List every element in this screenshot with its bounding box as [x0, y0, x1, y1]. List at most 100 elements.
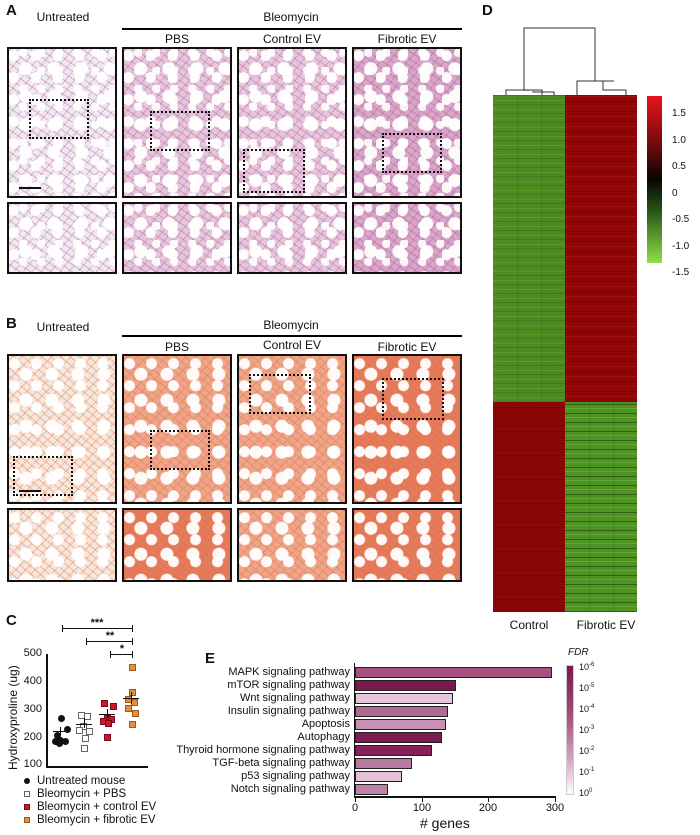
- legend-label: Bleomycin + control EV: [37, 801, 157, 813]
- data-point-untreated: [56, 740, 63, 747]
- panel-letter-e: E: [205, 650, 216, 667]
- x-axis: [46, 766, 148, 768]
- bar-label-thyroid: Thyroid hormone signaling pathway: [176, 744, 350, 756]
- heatmap-column-divider: [517, 95, 518, 612]
- colorbar-tick: 1.0: [672, 135, 686, 146]
- data-point-fibrotic-ev: [129, 721, 136, 728]
- fdr-tick: 10-5: [579, 683, 595, 693]
- he-pbs-image: [122, 47, 232, 198]
- zoom-region-box: [150, 111, 210, 151]
- untreated-label-a: Untreated: [36, 10, 90, 24]
- ps-pbs-image: [122, 354, 232, 504]
- y-tick-label: 100: [23, 758, 42, 770]
- bar-label-mtor: mTOR signaling pathway: [227, 679, 350, 691]
- bar-notch: [355, 784, 388, 795]
- zoom-region-box: [249, 374, 311, 414]
- ps-pbs-zoom-image: [122, 508, 232, 582]
- data-point-control-ev: [105, 720, 112, 727]
- significance-stars: *: [119, 643, 125, 655]
- fdr-tick: 100: [579, 788, 593, 798]
- x-tick-label: 100: [412, 802, 432, 814]
- control-ev-label-b: Control EV: [262, 338, 322, 352]
- x-tick: [555, 797, 556, 802]
- zoom-region-box: [13, 456, 73, 496]
- bleomycin-label-b: Bleomycin: [263, 318, 319, 332]
- ps-fibrotic-ev-image: [352, 354, 462, 504]
- data-point-pbs: [84, 713, 91, 720]
- legend-item-pbs: Bleomycin + PBS: [24, 788, 126, 800]
- bar-label-apoptosis: Apoptosis: [301, 718, 350, 730]
- ps-fibrotic-ev-zoom-image: [352, 508, 462, 582]
- data-point-pbs: [76, 727, 83, 734]
- colorbar-tick: 0: [672, 188, 678, 199]
- data-point-fibrotic-ev: [129, 689, 136, 696]
- data-point-untreated: [62, 738, 69, 745]
- x-tick: [488, 797, 489, 802]
- heatmap-fibrotic-downregulated-cluster: [565, 402, 637, 612]
- zoom-region-box: [382, 133, 442, 173]
- bleomycin-bracket-a: [122, 28, 462, 30]
- panel-letter-d: D: [482, 2, 493, 19]
- data-point-pbs: [86, 728, 93, 735]
- heatmap-column-label-control: Control: [509, 618, 549, 632]
- heatmap-column-divider: [589, 95, 590, 612]
- he-control-ev-image: [237, 47, 347, 198]
- e-x-axis: [354, 796, 556, 798]
- heatmap-column-label-fibrotic-ev: Fibrotic EV: [576, 618, 636, 632]
- colorbar-tick: -1.0: [672, 241, 690, 252]
- y-tick-label: 400: [23, 675, 42, 687]
- heatmap-colorbar: [647, 96, 662, 263]
- pbs-label-b: PBS: [164, 340, 189, 354]
- legend-marker-red-square-icon: [24, 804, 30, 810]
- he-fibrotic-ev-zoom-image: [352, 202, 462, 274]
- data-point-untreated: [64, 726, 71, 733]
- x-tick: [422, 797, 423, 802]
- fdr-tick: 10-2: [579, 746, 595, 756]
- data-point-pbs: [82, 735, 89, 742]
- sem-bar-fibrotic-ev: [131, 692, 132, 704]
- legend-marker-open-square-icon: [24, 791, 30, 797]
- data-point-pbs: [80, 723, 87, 730]
- bar-label-p53: p53 signaling pathway: [241, 770, 350, 782]
- data-point-fibrotic-ev: [125, 705, 132, 712]
- ps-control-ev-zoom-image: [237, 508, 347, 582]
- legend-marker-orange-square-icon: [24, 817, 30, 823]
- heatmap-column-divider: [613, 95, 614, 612]
- bar-mapk: [355, 667, 552, 678]
- data-point-fibrotic-ev: [129, 664, 136, 671]
- pbs-label-a: PBS: [164, 32, 189, 46]
- data-point-untreated: [58, 715, 65, 722]
- panel-letter-b: B: [6, 315, 17, 332]
- sem-bar-control-ev: [107, 709, 108, 718]
- significance-bracket-untreated-vs-fibrotic: [62, 625, 133, 632]
- fdr-tick: 10-3: [579, 725, 595, 735]
- fdr-colorbar: [566, 665, 574, 795]
- he-pbs-zoom-image: [122, 202, 232, 274]
- legend-item-control-ev: Bleomycin + control EV: [24, 801, 156, 813]
- data-point-untreated: [52, 738, 59, 745]
- he-untreated-zoom-image: [7, 202, 117, 274]
- x-axis-title: # genes: [420, 815, 470, 831]
- zoom-region-box: [150, 430, 210, 470]
- zoom-region-box: [243, 149, 305, 193]
- bar-wnt: [355, 693, 453, 704]
- data-point-untreated: [54, 732, 61, 739]
- bar-label-wnt: Wnt signaling pathway: [239, 692, 350, 704]
- data-point-control-ev: [110, 703, 117, 710]
- fdr-tick: 10-6: [579, 662, 595, 672]
- sem-bar-untreated: [60, 727, 61, 735]
- mean-line-untreated: [53, 731, 69, 732]
- e-y-axis: [354, 663, 355, 797]
- panel-letter-a: A: [6, 2, 17, 19]
- scale-bar: [19, 187, 41, 189]
- x-tick-label: 300: [545, 802, 565, 814]
- bar-p53: [355, 771, 402, 782]
- control-ev-label-a: Control EV: [262, 32, 322, 46]
- fibrotic-ev-label-b: Fibrotic EV: [377, 340, 437, 354]
- legend-item-fibrotic-ev: Bleomycin + fibrotic EV: [24, 814, 156, 826]
- fdr-colorbar-title: FDR: [568, 647, 589, 658]
- legend-label: Bleomycin + fibrotic EV: [37, 814, 156, 826]
- sem-bar-pbs: [84, 718, 85, 728]
- bar-label-notch: Notch signaling pathway: [230, 783, 350, 795]
- he-control-ev-zoom-image: [237, 202, 347, 274]
